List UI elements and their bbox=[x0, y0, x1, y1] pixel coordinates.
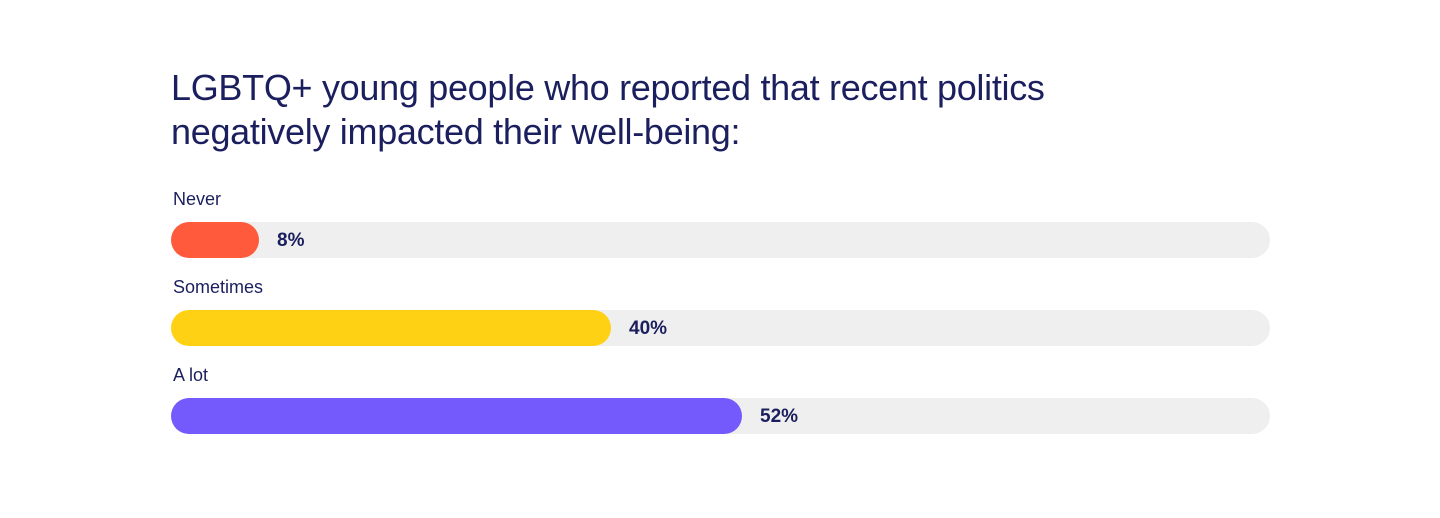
category-label: Sometimes bbox=[173, 277, 264, 297]
bar-row: Never 8% bbox=[171, 188, 1270, 260]
bar-row: A lot 52% bbox=[171, 364, 1270, 436]
chart-title: LGBTQ+ young people who reported that re… bbox=[171, 67, 1045, 152]
value-label: 52% bbox=[760, 406, 799, 427]
bar bbox=[171, 222, 259, 258]
bar-track: 8% bbox=[171, 222, 1270, 258]
chart: LGBTQ+ young people who reported that re… bbox=[171, 66, 1270, 434]
bar-track: 40% bbox=[171, 310, 1270, 346]
value-label: 40% bbox=[629, 318, 668, 339]
bar bbox=[171, 398, 742, 434]
value-label: 8% bbox=[277, 230, 305, 251]
bar-track: 52% bbox=[171, 398, 1270, 434]
category-label: Never bbox=[173, 189, 222, 209]
bar bbox=[171, 310, 611, 346]
category-label: A lot bbox=[173, 365, 209, 385]
bar-row: Sometimes 40% bbox=[171, 276, 1270, 348]
